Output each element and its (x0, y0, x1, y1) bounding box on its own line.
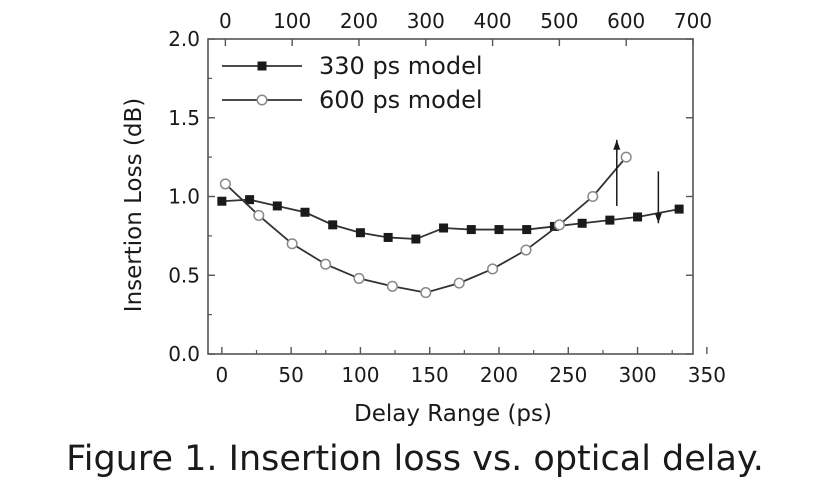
series-0-point-3 (300, 207, 310, 217)
x-tick-label-200: 200 (480, 363, 518, 387)
series-0-point-6 (383, 232, 393, 242)
series-1-point-4 (353, 272, 365, 284)
x-axis-title: Delay Range (ps) (354, 401, 552, 427)
series-1-point-0 (219, 178, 231, 190)
x2-tick-label-0: 0 (219, 9, 232, 33)
series-0-point-7 (411, 234, 421, 244)
series-1-point-12 (620, 151, 632, 163)
series-1-point-1 (253, 209, 265, 221)
series-1-point-3 (320, 258, 332, 270)
series-0-point-2 (272, 201, 282, 211)
y-tick-label-2.0: 2.0 (168, 27, 200, 51)
x-tick-label-250: 250 (549, 363, 587, 387)
legend-marker-0 (257, 61, 267, 71)
series-1-point-8 (487, 263, 499, 275)
x2-tick-label-200: 200 (340, 9, 378, 33)
x2-tick-label-700: 700 (674, 9, 712, 33)
x-tick-label-350: 350 (688, 363, 726, 387)
x2-tick-label-500: 500 (540, 9, 578, 33)
series-0-point-14 (605, 215, 615, 225)
series-1-point-10 (553, 219, 565, 231)
series-0-point-15 (633, 212, 643, 222)
series-1-point-7 (453, 277, 465, 289)
x-tick-label-100: 100 (341, 363, 379, 387)
y-axis-title: Insertion Loss (dB) (121, 98, 147, 312)
series-0-point-8 (439, 223, 449, 233)
legend-label-1: 600 ps model (319, 86, 483, 114)
series-1-point-5 (386, 280, 398, 292)
y-tick-label-0.0: 0.0 (168, 342, 200, 366)
arrow-head-0 (613, 139, 621, 150)
arrow-head-1 (654, 213, 662, 224)
x-tick-label-300: 300 (618, 363, 656, 387)
insertion-loss-chart: 0 50 100 150 200 250 300 350 0 100 200 300 400 500 600… (121, 9, 726, 427)
series-0-point-10 (494, 225, 504, 235)
y-tick-label-1.0: 1.0 (168, 185, 200, 209)
x2-tick-label-400: 400 (473, 9, 511, 33)
series-0-point-5 (355, 228, 365, 238)
series-1-point-11 (587, 190, 599, 203)
series-1-point-6 (420, 287, 432, 299)
series-1-point-9 (520, 244, 532, 256)
annotation-layer (613, 139, 662, 224)
series-0-point-13 (577, 218, 587, 228)
series-0-point-1 (245, 195, 255, 205)
figure-caption: Figure 1. Insertion loss vs. optical del… (66, 439, 764, 479)
legend-marker-1 (256, 94, 268, 106)
x2-tick-label-300: 300 (407, 9, 445, 33)
x2-tick-label-600: 600 (607, 9, 645, 33)
series-0-point-4 (328, 220, 338, 230)
y-tick-label-1.5: 1.5 (168, 106, 200, 130)
axes-layer: 0 50 100 150 200 250 300 350 0 100 200 300 400 500 600… (168, 9, 726, 387)
series-0-point-11 (522, 225, 532, 235)
y-tick-label-0.5: 0.5 (168, 263, 200, 287)
x-tick-label-50: 50 (278, 363, 303, 387)
series-layer (217, 151, 684, 299)
legend-label-0: 330 ps model (319, 52, 483, 80)
legend: 330 ps model 600 ps model (222, 52, 483, 114)
series-0-point-16 (674, 204, 684, 214)
series-0-point-0 (217, 196, 227, 206)
x2-tick-label-100: 100 (273, 9, 311, 33)
x-tick-label-150: 150 (411, 363, 449, 387)
series-0-point-9 (466, 225, 476, 235)
x-tick-label-0: 0 (215, 363, 228, 387)
series-1-point-2 (286, 238, 298, 250)
